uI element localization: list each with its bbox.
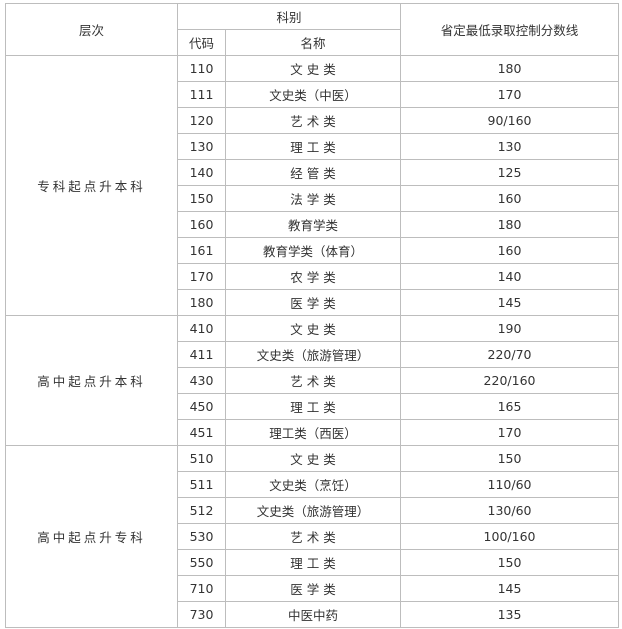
table-row: 120 艺 术 类 90/160 [6,107,620,134]
header-code: 代码 [177,29,226,56]
score-cell: 170 [400,81,620,108]
score-cell: 135 [400,601,620,628]
code-cell: 512 [177,497,226,524]
name-cell: 理 工 类 [224,133,402,160]
table-row: 专科起点升本科 110 文 史 类 180 [5,55,620,316]
name-cell: 艺 术 类 [224,367,402,394]
code-cell: 730 [177,601,226,628]
name-cell: 文 史 类 [224,315,402,342]
table-row: 150 法 学 类 160 [6,185,620,212]
score-cell: 180 [400,55,620,82]
header-score: 省定最低录取控制分数线 [400,3,620,56]
score-cell: 180 [400,211,620,238]
code-cell: 410 [177,315,226,342]
code-cell: 451 [177,419,226,446]
name-cell: 农 学 类 [224,263,402,290]
name-cell: 艺 术 类 [224,107,402,134]
table-row: 160 教育学类 180 [6,211,620,238]
table-row: 180 医 学 类 145 [6,289,620,316]
code-cell: 150 [177,185,226,212]
code-cell: 110 [177,55,226,82]
score-cell: 130 [400,133,620,160]
score-cell: 125 [400,159,620,186]
header-level: 层次 [5,3,178,56]
name-cell: 法 学 类 [224,185,402,212]
name-cell: 经 管 类 [224,159,402,186]
code-cell: 550 [177,549,226,576]
name-cell: 医 学 类 [224,575,402,602]
code-cell: 180 [177,289,226,316]
table-row: 高中起点升专科 510 文 史 类 150 [5,445,620,628]
table-row: 170 农 学 类 140 [6,263,620,290]
code-cell: 160 [177,211,226,238]
header-subject: 科别 [176,3,402,30]
score-cell: 220/70 [400,341,620,368]
code-cell: 510 [177,445,226,472]
name-cell: 艺 术 类 [224,523,402,550]
code-cell: 130 [177,133,226,160]
code-cell: 161 [177,237,226,264]
score-cell: 160 [400,237,620,264]
name-cell: 文 史 类 [224,55,402,82]
code-cell: 530 [177,523,226,550]
table-row: 512 文史类（旅游管理） 130/60 [6,497,620,524]
table-row: 高中起点升本科 410 文 史 类 190 [5,315,620,446]
code-cell: 111 [177,81,226,108]
header-name: 名称 [224,29,402,56]
score-cell: 170 [400,419,620,446]
score-cell: 190 [400,315,620,342]
code-cell: 511 [177,471,226,498]
level-cell: 高中起点升本科 [5,315,178,446]
code-cell: 430 [177,367,226,394]
level-cell: 高中起点升专科 [5,445,178,628]
score-cell: 160 [400,185,620,212]
name-cell: 文史类（烹饪） [224,471,402,498]
score-cell: 145 [400,575,620,602]
name-cell: 理工类（西医） [224,419,402,446]
name-cell: 文史类（旅游管理） [224,497,402,524]
table-row: 550 理 工 类 150 [6,549,620,576]
name-cell: 文史类（中医） [224,81,402,108]
name-cell: 理 工 类 [224,549,402,576]
code-cell: 120 [177,107,226,134]
score-cell: 165 [400,393,620,420]
table-row: 730 中医中药 135 [6,601,620,628]
name-cell: 文史类（旅游管理） [224,341,402,368]
level-cell: 专科起点升本科 [5,55,178,316]
code-cell: 170 [177,263,226,290]
name-cell: 中医中药 [224,601,402,628]
score-cell: 220/160 [400,367,620,394]
code-cell: 140 [177,159,226,186]
code-cell: 450 [177,393,226,420]
code-cell: 710 [177,575,226,602]
table-row: 130 理 工 类 130 [6,133,620,160]
table-row: 140 经 管 类 125 [6,159,620,186]
name-cell: 教育学类（体育） [224,237,402,264]
name-cell: 医 学 类 [224,289,402,316]
score-cell: 150 [400,445,620,472]
score-cell: 90/160 [400,107,620,134]
name-cell: 教育学类 [224,211,402,238]
name-cell: 文 史 类 [224,445,402,472]
score-cell: 140 [400,263,620,290]
score-cell: 145 [400,289,620,316]
table-row: 530 艺 术 类 100/160 [6,523,620,550]
score-cell: 150 [400,549,620,576]
name-cell: 理 工 类 [224,393,402,420]
score-cell: 100/160 [400,523,620,550]
table-row: 161 教育学类（体育） 160 [6,237,620,264]
table-row: 430 艺 术 类 220/160 [6,367,620,394]
score-cell: 110/60 [400,471,620,498]
code-cell: 411 [177,341,226,368]
score-cell: 130/60 [400,497,620,524]
table-row: 411 文史类（旅游管理） 220/70 [6,341,620,368]
